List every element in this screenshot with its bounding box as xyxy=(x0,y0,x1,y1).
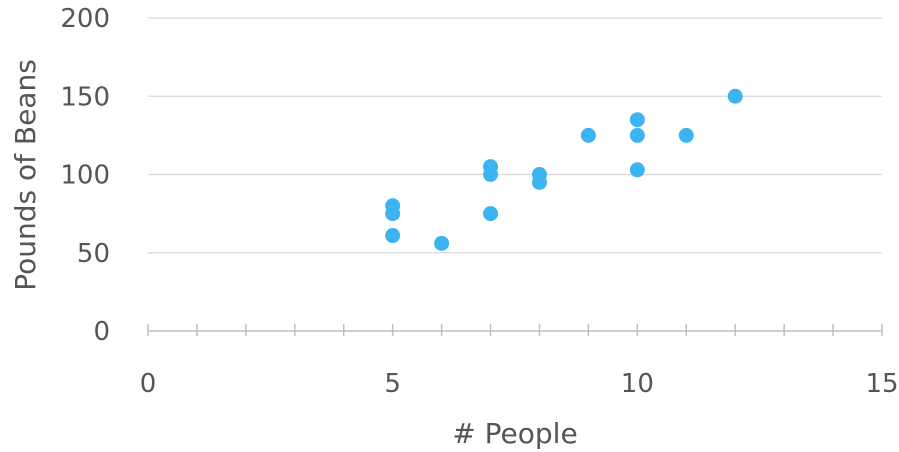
data-point xyxy=(580,127,596,143)
data-point xyxy=(629,162,645,178)
data-point xyxy=(483,206,499,222)
data-point xyxy=(385,206,401,222)
data-point xyxy=(629,127,645,143)
x-tick-label-10: 10 xyxy=(621,369,654,399)
y-axis-title: Pounds of Beans xyxy=(9,59,42,291)
y-tick-label-50: 50 xyxy=(77,239,110,269)
data-point xyxy=(727,88,743,104)
data-point xyxy=(483,167,499,182)
y-tick-label-150: 150 xyxy=(60,82,110,112)
x-tick-label-5: 5 xyxy=(384,369,401,399)
y-tick-label-100: 100 xyxy=(60,161,110,191)
data-point xyxy=(531,174,547,190)
data-points xyxy=(385,88,743,251)
x-axis xyxy=(147,324,883,336)
y-tick-label-0: 0 xyxy=(93,317,110,347)
x-tick-label-0: 0 xyxy=(140,369,157,399)
x-tick-labels: 0 5 10 15 xyxy=(140,369,899,399)
data-point xyxy=(629,112,645,128)
y-tick-label-200: 200 xyxy=(60,4,110,34)
data-point xyxy=(434,235,450,251)
data-point xyxy=(678,127,694,143)
y-tick-labels: 0 50 100 150 200 xyxy=(60,4,110,347)
x-tick-label-15: 15 xyxy=(865,369,898,399)
data-point xyxy=(385,228,401,244)
x-axis-title: # People xyxy=(452,417,577,450)
gridlines xyxy=(148,17,882,254)
